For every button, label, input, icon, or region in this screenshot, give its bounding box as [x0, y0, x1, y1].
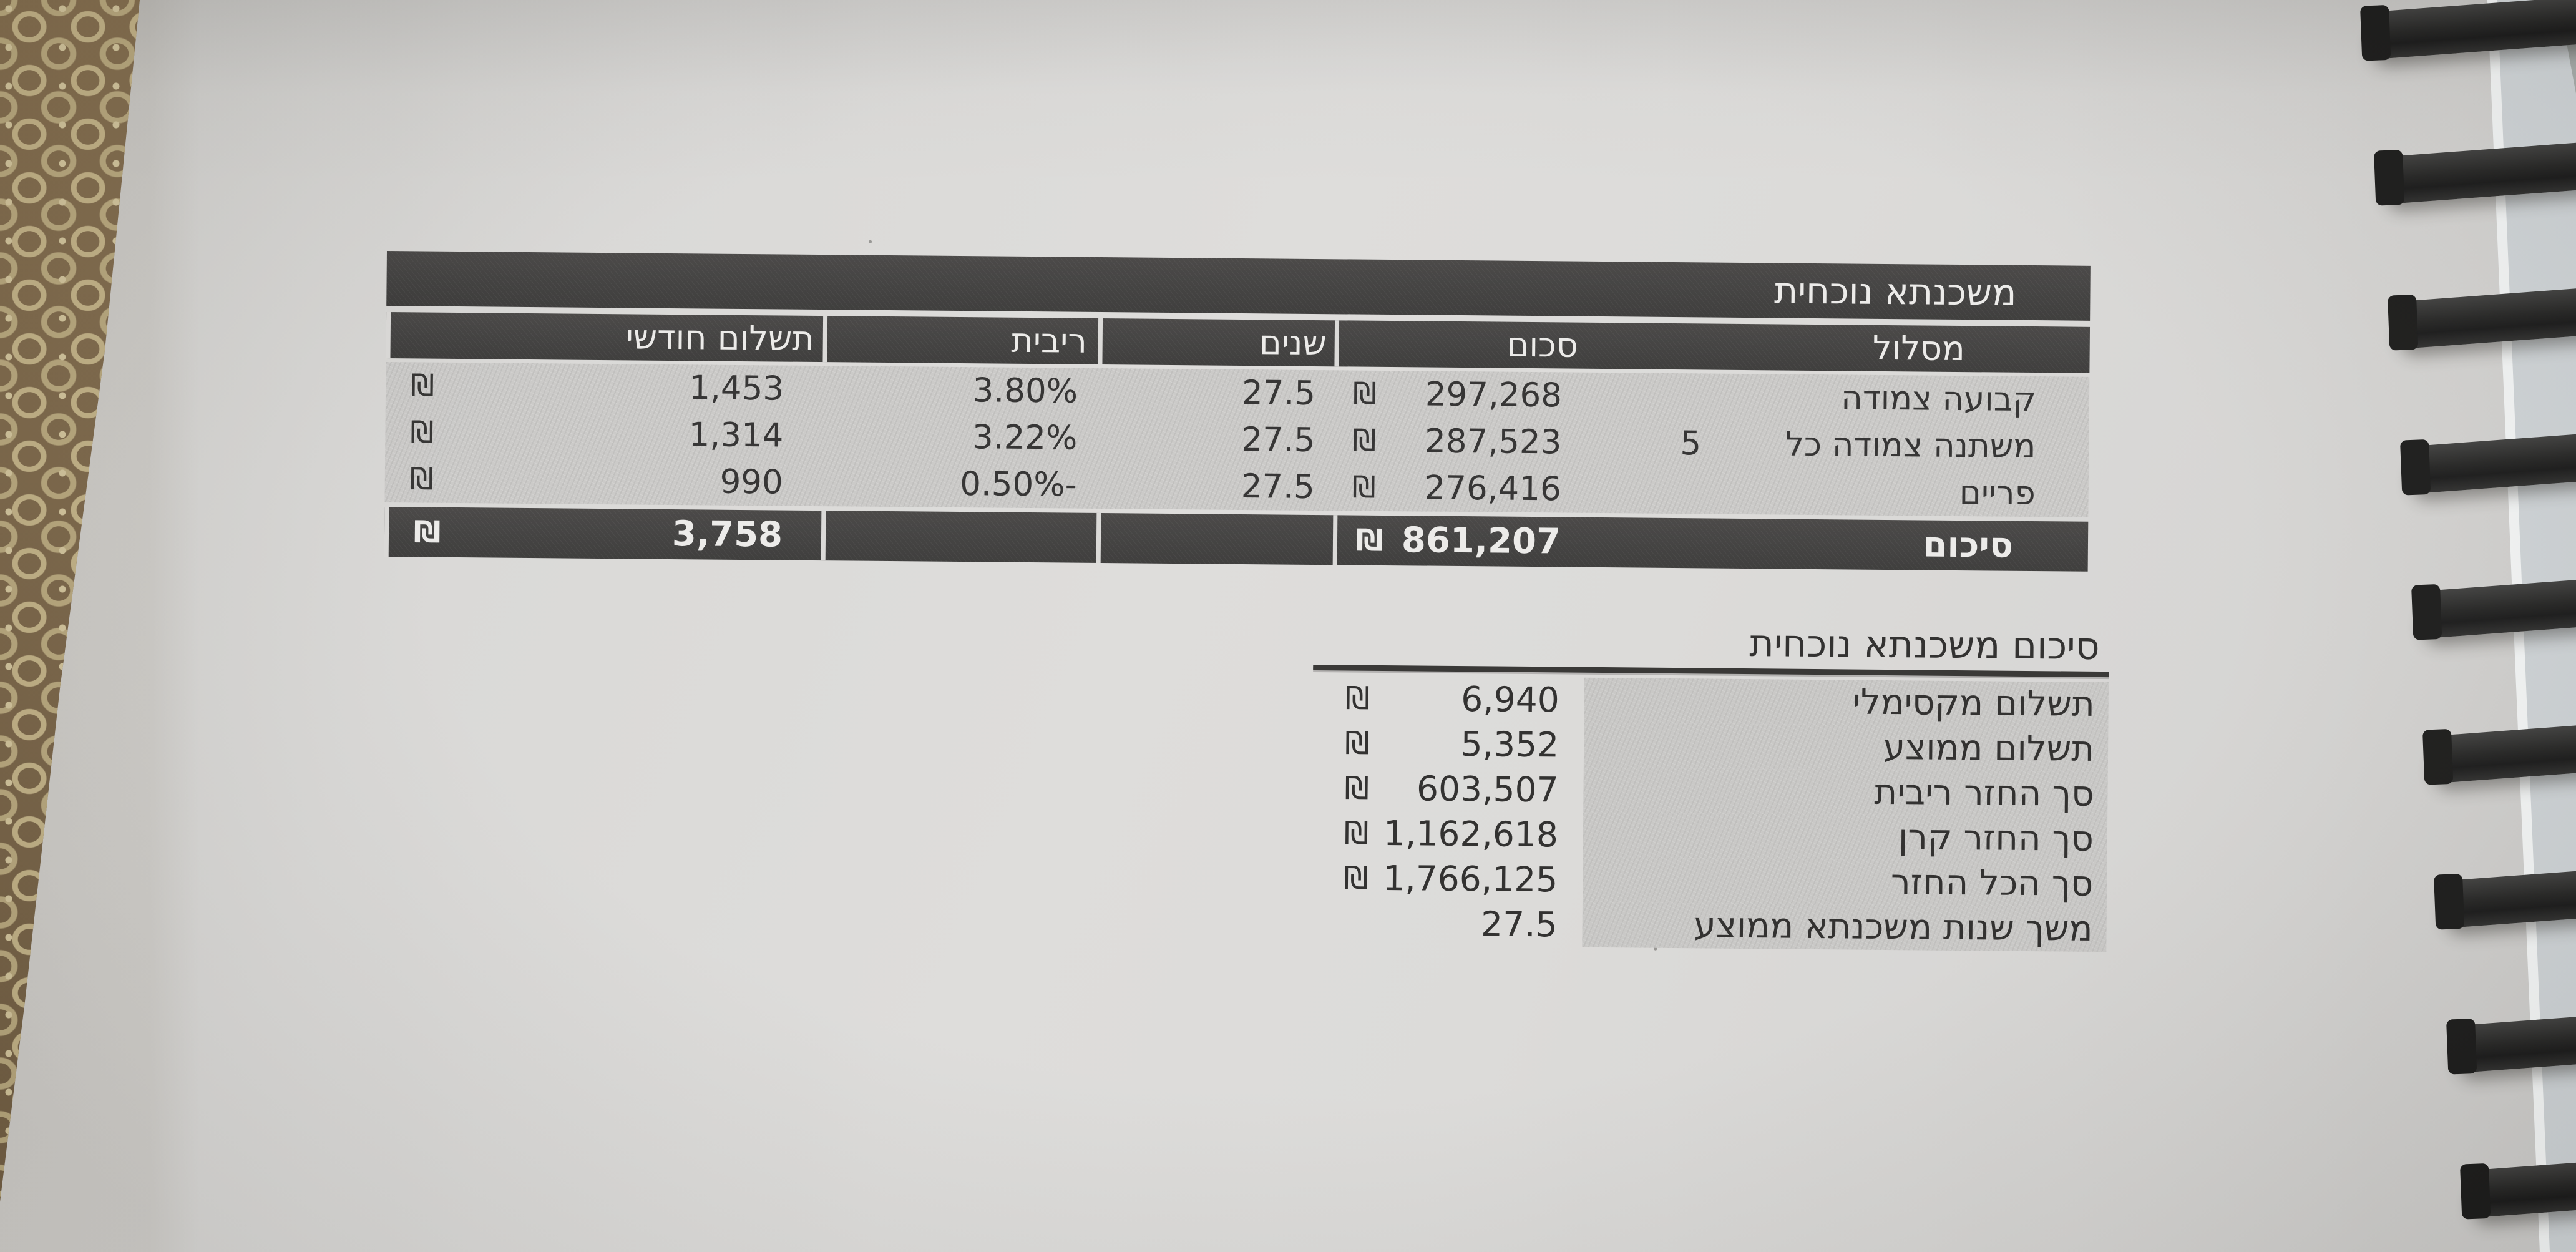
- payment-cell: ₪ 1,453: [386, 362, 823, 413]
- shekel-symbol: ₪: [1344, 725, 1370, 761]
- amount-value: 297,268: [1425, 375, 1563, 415]
- total-amount-value: 861,207: [1401, 520, 1561, 562]
- summary-value-cell: ₪ 1,162,618: [1312, 810, 1584, 858]
- track-label: משתנה צמודה כל: [1785, 425, 2036, 466]
- track-cell: פריים: [1586, 466, 2089, 517]
- summary-value-cell: ₪ 6,940: [1312, 675, 1584, 723]
- mortgage-summary-table: סיכום משכנתא נוכחית תשלום מקסימלי ₪ 6,94…: [1310, 620, 2109, 952]
- shekel-symbol: ₪: [413, 514, 441, 550]
- mortgage-table-total-row: סיכום ₪ 861,207 ₪ 3,758: [384, 506, 2089, 572]
- track-cell: קבועה צמודה: [1587, 373, 2090, 424]
- summary-label: משך שנות משכנתא ממוצע: [1582, 902, 2107, 952]
- column-header-track: מסלול: [1872, 328, 1965, 369]
- column-header-years: שנים: [1098, 318, 1335, 367]
- payment-value: 990: [720, 462, 784, 502]
- summary-value: 6,940: [1461, 679, 1560, 720]
- shekel-symbol: ₪: [1344, 770, 1370, 806]
- mortgage-table-title: משכנתא נוכחית: [386, 250, 2091, 321]
- total-label: סיכום: [1923, 524, 2014, 566]
- shekel-symbol: ₪: [1344, 814, 1369, 851]
- payment-value: 1,314: [688, 416, 784, 455]
- amount-cell: ₪ 276,416: [1333, 464, 1586, 513]
- summary-table-title: סיכום משכנתא נוכחית: [1749, 622, 2100, 668]
- total-amount-cell: ₪ 861,207: [1332, 515, 1586, 567]
- shekel-symbol: ₪: [1345, 680, 1370, 716]
- payment-value: 1,453: [689, 369, 784, 408]
- summary-label: סך הכל החזר: [1582, 857, 2107, 907]
- summary-label: סך החזר קרן: [1583, 812, 2108, 863]
- summary-value-cell: ₪ 603,507: [1312, 765, 1584, 813]
- amount-cell: ₪ 297,268: [1334, 370, 1588, 419]
- summary-label: תשלום מקסימלי: [1584, 677, 2109, 728]
- summary-value: 603,507: [1416, 768, 1559, 810]
- amount-value: 276,416: [1424, 469, 1561, 509]
- shekel-symbol: ₪: [410, 414, 434, 450]
- mortgage-table-body: קבועה צמודה ₪ 297,268 27.5 3.80% ₪ 1,453: [384, 361, 2090, 517]
- shekel-symbol: ₪: [1352, 376, 1377, 411]
- summary-label: תשלום ממוצע: [1583, 722, 2109, 773]
- shekel-symbol: ₪: [1355, 522, 1383, 558]
- summary-label: סך החזר ריבית: [1583, 767, 2108, 818]
- summary-value: 1,162,618: [1383, 813, 1559, 855]
- summary-rows: תשלום מקסימלי ₪ 6,940 תשלום ממוצע ₪ 5,35…: [1310, 675, 2109, 952]
- track-extra-value: 5: [1680, 424, 1702, 463]
- amount-value: 287,523: [1424, 422, 1562, 462]
- track-label: פריים: [1959, 474, 2036, 513]
- column-header-rate: ריבית: [822, 316, 1099, 364]
- years-cell: 27.5: [1241, 420, 1315, 459]
- payment-cell: ₪ 1,314: [385, 409, 822, 459]
- track-label: קבועה צמודה: [1840, 379, 2037, 419]
- years-cell: 27.5: [1241, 373, 1316, 413]
- rate-cell: 3.22%: [972, 418, 1078, 457]
- paper-speck: [869, 240, 872, 243]
- track-cell: משתנה צמודה כל 5: [1586, 419, 2089, 471]
- total-payment-value: 3,758: [671, 514, 783, 555]
- column-header-payment: תשלום חודשי: [386, 311, 824, 363]
- summary-value: 1,766,125: [1383, 858, 1558, 900]
- shekel-symbol: ₪: [1352, 423, 1377, 458]
- payment-cell: ₪ 990: [384, 456, 822, 506]
- shekel-symbol: ₪: [409, 461, 434, 497]
- shekel-symbol: ₪: [1344, 859, 1368, 896]
- summary-value-cell: ₪ 5,352: [1312, 720, 1584, 768]
- current-mortgage-table: משכנתא נוכחית מסלול סכום שנים ריבית תשלו…: [384, 250, 2091, 572]
- summary-value: 5,352: [1460, 724, 1559, 765]
- amount-cell: ₪ 287,523: [1334, 417, 1587, 466]
- summary-value-cell: ₪ 1,766,125: [1311, 855, 1583, 902]
- total-empty-rate-cell: [821, 511, 1097, 563]
- column-header-amount: סכום: [1334, 320, 1588, 369]
- years-cell: 27.5: [1241, 467, 1315, 506]
- shekel-symbol: ₪: [410, 368, 434, 403]
- total-payment-cell: ₪ 3,758: [384, 506, 822, 561]
- total-empty-years-cell: [1096, 512, 1334, 565]
- rate-cell: 3.80%: [972, 371, 1078, 411]
- rate-cell: 0.50%-: [959, 465, 1078, 504]
- shekel-symbol: ₪: [1352, 469, 1376, 505]
- summary-value: 27.5: [1480, 904, 1558, 945]
- summary-value-cell: 27.5: [1310, 900, 1583, 947]
